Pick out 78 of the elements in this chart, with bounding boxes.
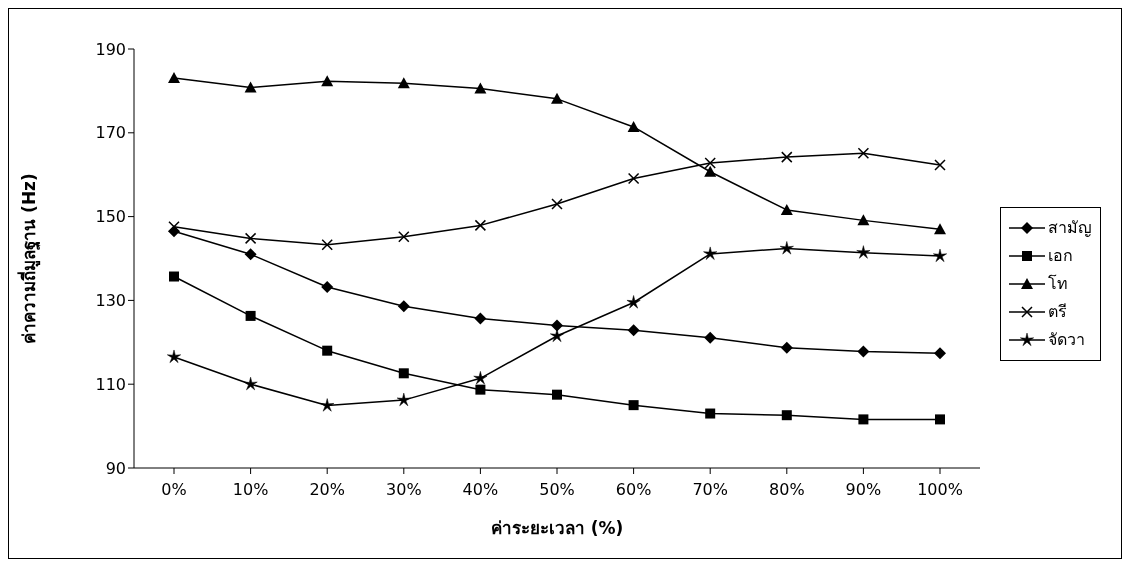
point	[627, 172, 640, 185]
point	[856, 245, 871, 259]
point	[780, 203, 793, 215]
x-tick-label: 50%	[539, 480, 575, 500]
point	[551, 319, 563, 332]
point	[857, 345, 870, 358]
point	[244, 248, 257, 261]
point	[168, 220, 180, 233]
x-axis-title: ค่าระยะเวลา (%)	[490, 518, 624, 538]
point	[779, 241, 794, 255]
point	[320, 398, 335, 412]
point	[321, 75, 334, 87]
legend-label: สามัญ	[1048, 217, 1092, 239]
x-tick-label: 80%	[769, 480, 805, 500]
point	[474, 312, 487, 325]
y-tick-label: 190	[95, 39, 126, 59]
point	[626, 295, 641, 309]
y-tick-label: 170	[95, 123, 126, 143]
point	[551, 198, 563, 210]
point	[627, 324, 640, 337]
point	[550, 328, 564, 342]
point	[321, 280, 334, 293]
point	[396, 392, 411, 407]
point	[627, 120, 640, 132]
point	[857, 147, 870, 160]
point	[397, 300, 410, 313]
point	[704, 331, 717, 344]
point	[857, 214, 870, 226]
point	[934, 347, 946, 360]
point	[322, 345, 333, 356]
point	[704, 157, 716, 169]
point	[781, 410, 792, 421]
legend-label: ตรี	[1048, 301, 1067, 323]
point	[704, 165, 717, 177]
x-tick-label: 10%	[232, 480, 269, 500]
y-tick-label: 150	[95, 207, 126, 227]
point	[169, 271, 179, 282]
x-tick-label: 0%	[161, 480, 187, 500]
point	[474, 219, 487, 232]
x-tick-label: 40%	[462, 480, 499, 500]
point	[244, 232, 257, 245]
point	[781, 151, 793, 163]
point	[551, 92, 563, 104]
point	[780, 341, 793, 354]
y-axis-title: ค่าความถี่มูลฐาน (Hz)	[17, 173, 42, 344]
point	[858, 414, 869, 425]
point	[934, 223, 946, 235]
point	[935, 414, 945, 425]
x-tick-label: 60%	[615, 480, 652, 500]
point	[398, 368, 409, 379]
point	[473, 371, 488, 385]
y-tick-label: 110	[95, 374, 126, 394]
point	[245, 310, 256, 321]
point	[705, 408, 716, 419]
legend-label: โท	[1048, 273, 1068, 295]
legend-label: จัดวา	[1048, 329, 1085, 351]
point	[934, 159, 946, 171]
point	[474, 82, 487, 94]
point	[398, 230, 410, 243]
legend-label: เอก	[1048, 245, 1073, 267]
x-tick-label: 30%	[386, 480, 422, 500]
point	[397, 77, 410, 89]
point	[703, 246, 718, 260]
y-tick-label: 130	[95, 291, 126, 311]
x-tick-label: 70%	[692, 480, 728, 500]
point	[244, 81, 257, 93]
x-tick-label: 90%	[845, 480, 882, 500]
point	[321, 238, 333, 251]
point	[552, 389, 562, 400]
y-tick-label: 90	[105, 458, 126, 478]
point	[475, 384, 486, 395]
point	[167, 349, 181, 363]
x-tick-label: 20%	[309, 480, 345, 500]
point	[933, 248, 947, 262]
point	[628, 400, 639, 411]
point	[243, 376, 258, 391]
x-tick-label: 100%	[917, 480, 963, 500]
point	[168, 71, 180, 83]
